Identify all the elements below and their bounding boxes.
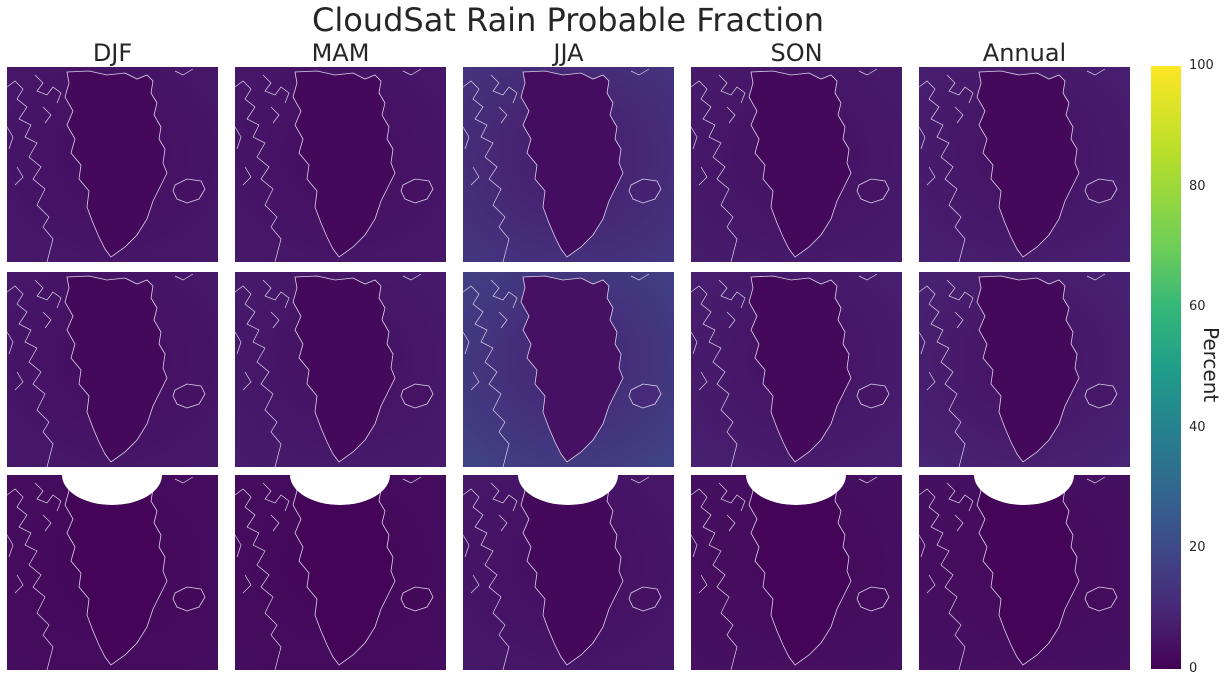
- map-panel-jja-row-1: [463, 67, 674, 262]
- iceland-outline: [400, 383, 434, 409]
- greenland-outline: [292, 275, 396, 463]
- polar-data-gap: [518, 475, 618, 505]
- iceland-outline: [628, 178, 662, 204]
- map-panel-mam-row-3: [235, 475, 446, 670]
- iceland-outline: [172, 178, 206, 204]
- iceland-outline: [628, 586, 662, 612]
- greenland-outline: [64, 275, 168, 463]
- colorbar-tick-60: 60: [1189, 299, 1206, 315]
- column-title-djf: DJF: [92, 39, 133, 67]
- canadian-arctic-coastline: [463, 68, 650, 262]
- canadian-arctic-coastline: [235, 68, 422, 262]
- canadian-arctic-coastline: [919, 68, 1106, 262]
- map-panel-son-row-2: [691, 272, 902, 467]
- greenland-outline: [64, 70, 168, 258]
- map-panel-son-row-1: [691, 67, 902, 262]
- map-panel-mam-row-1: [235, 67, 446, 262]
- iceland-outline: [856, 383, 890, 409]
- canadian-arctic-coastline: [7, 273, 194, 467]
- polar-data-gap: [62, 475, 162, 505]
- map-panel-djf-row-3: [7, 475, 218, 670]
- column-title-annual: Annual: [982, 39, 1067, 67]
- colorbar-label: Percent: [1199, 327, 1223, 403]
- map-panel-jja-row-3: [463, 475, 674, 670]
- column-title-jja: JJA: [553, 39, 584, 67]
- greenland-outline: [748, 70, 852, 258]
- canadian-arctic-coastline: [7, 68, 194, 262]
- iceland-outline: [856, 586, 890, 612]
- canadian-arctic-coastline: [919, 273, 1106, 467]
- colorbar: [1151, 66, 1181, 669]
- column-title-son: SON: [770, 39, 823, 67]
- iceland-outline: [400, 178, 434, 204]
- greenland-outline: [748, 275, 852, 463]
- map-panel-annual-row-1: [919, 67, 1130, 262]
- iceland-outline: [1084, 586, 1118, 612]
- iceland-outline: [172, 383, 206, 409]
- iceland-outline: [856, 178, 890, 204]
- canadian-arctic-coastline: [235, 476, 422, 670]
- canadian-arctic-coastline: [691, 68, 878, 262]
- canadian-arctic-coastline: [691, 273, 878, 467]
- map-panel-son-row-3: [691, 475, 902, 670]
- colorbar-tick-0: 0: [1189, 661, 1198, 676]
- canadian-arctic-coastline: [691, 476, 878, 670]
- greenland-outline: [292, 70, 396, 258]
- greenland-outline: [976, 275, 1080, 463]
- canadian-arctic-coastline: [463, 273, 650, 467]
- colorbar-tick-40: 40: [1189, 419, 1206, 435]
- figure-title: CloudSat Rain Probable Fraction: [311, 1, 824, 39]
- canadian-arctic-coastline: [463, 476, 650, 670]
- canadian-arctic-coastline: [7, 476, 194, 670]
- colorbar-tick-100: 100: [1189, 58, 1214, 73]
- column-title-mam: MAM: [311, 39, 370, 67]
- polar-data-gap: [290, 475, 390, 505]
- colorbar-tick-20: 20: [1189, 540, 1206, 556]
- map-panel-annual-row-2: [919, 272, 1130, 467]
- map-panel-djf-row-2: [7, 272, 218, 467]
- iceland-outline: [172, 586, 206, 612]
- greenland-outline: [520, 275, 624, 463]
- greenland-outline: [976, 70, 1080, 258]
- greenland-outline: [520, 70, 624, 258]
- canadian-arctic-coastline: [919, 476, 1106, 670]
- map-panel-djf-row-1: [7, 67, 218, 262]
- iceland-outline: [400, 586, 434, 612]
- iceland-outline: [1084, 383, 1118, 409]
- iceland-outline: [1084, 178, 1118, 204]
- iceland-outline: [628, 383, 662, 409]
- polar-data-gap: [746, 475, 846, 505]
- map-panel-mam-row-2: [235, 272, 446, 467]
- map-panel-jja-row-2: [463, 272, 674, 467]
- canadian-arctic-coastline: [235, 273, 422, 467]
- polar-data-gap: [974, 475, 1074, 505]
- map-panel-annual-row-3: [919, 475, 1130, 670]
- colorbar-tick-80: 80: [1189, 178, 1206, 194]
